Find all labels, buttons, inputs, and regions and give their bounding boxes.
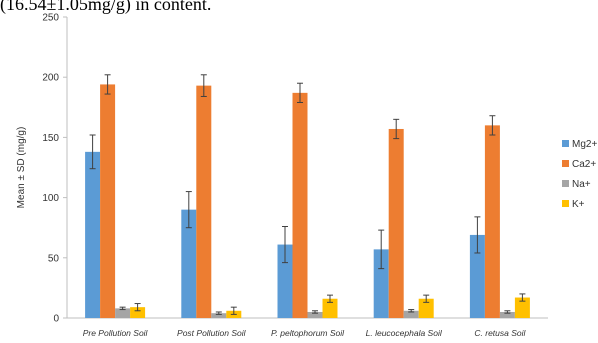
bar [181,209,197,318]
bar [196,85,212,319]
y-tick-label: 150 [42,133,59,144]
x-tick-label: P. peltophorum Soil [271,328,345,338]
bar [115,308,131,318]
legend-swatch [562,200,569,207]
x-tick-label: Pre Pollution Soil [83,328,149,338]
chart-bars [85,74,530,319]
legend-label: Mg2+ [572,139,597,150]
caption-text: (16.54±1.05mg/g) in content. [0,0,212,14]
bar [292,92,308,319]
x-tick-label: C. retusa Soil [474,328,526,338]
y-axis-title: Mean ± SD (mg/g) [16,127,27,209]
y-tick-label: 50 [48,253,60,264]
bar [388,128,404,318]
legend-swatch [562,160,569,167]
y-tick-label: 200 [42,73,59,84]
bar [85,151,101,318]
bar [373,249,389,318]
bar [100,84,116,318]
legend-label: Ca2+ [572,159,596,170]
y-tick-label: 100 [42,193,59,204]
bar [469,234,485,318]
y-tick-label: 0 [53,314,59,325]
bar [211,313,227,318]
legend-label: Na+ [572,179,591,190]
bar [499,311,515,318]
bar [484,125,500,318]
chart-legend: Mg2+ Ca2+ Na+ K+ [562,139,597,210]
bar [130,307,146,318]
chart-labels: 0 50 100 150 200 250 Mean ± SD (mg/g) Pre Pollu… [16,13,527,339]
bar [277,244,293,318]
x-tick-label: Post Pollution Soil [177,328,247,338]
bar [514,297,530,318]
bar [418,298,434,318]
bar [322,298,338,318]
x-tick-label: L. leucocephala Soil [366,328,443,338]
legend-swatch [562,140,569,147]
legend-label: K+ [572,199,585,210]
bar [403,310,419,318]
legend-swatch [562,180,569,187]
bar [307,311,323,318]
y-tick-label: 250 [42,13,59,24]
